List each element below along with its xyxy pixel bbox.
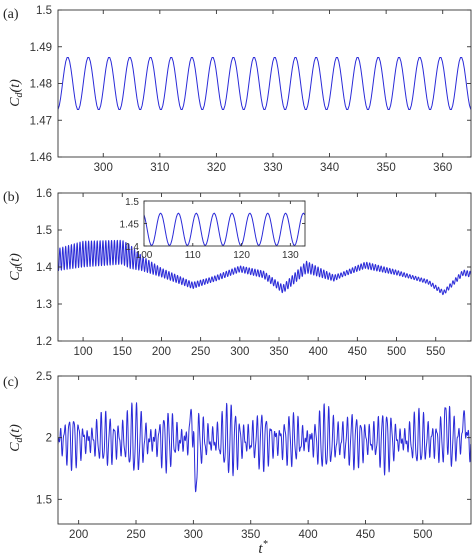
panel-a-xtick-label: 300 — [94, 162, 113, 174]
panel-c-xtick-label: 400 — [299, 529, 318, 541]
panel-c-frame — [57, 375, 472, 525]
panel-b-axes: 100 150 200 250 300 350 400 450 500 5501.21.31.41… — [36, 188, 472, 358]
panel-b-xtick-label: 550 — [426, 346, 445, 358]
panel-c-xtick-label: 200 — [69, 529, 88, 541]
panel-a: (a) Cd(t) 300 310 320 330 340 350 360 1.46 1.47 1… — [3, 5, 472, 174]
panel-c-ytick-label: 2.5 — [36, 371, 52, 383]
panel-c-axes: 200 250 300 350 400 450 500 1.5 2 2.5 — [36, 371, 472, 541]
panel-c-ytick-label: 2 — [46, 433, 52, 445]
panel-a-ytick-label: 1.48 — [30, 79, 52, 91]
panel-b-ytick-label: 1.3 — [36, 299, 52, 311]
panel-b-xtick-label: 350 — [269, 346, 288, 358]
panel-b-inset-xtick-label: 100 — [136, 250, 153, 261]
panel-c-label: (c) — [3, 375, 19, 390]
panel-b-inset-background — [144, 201, 305, 246]
panel-b-inset-ytick-label: 1.5 — [125, 197, 139, 208]
panel-c-xtick-label: 350 — [241, 529, 260, 541]
panel-c-xtick-label: 450 — [356, 529, 375, 541]
panel-b-series-line — [58, 239, 471, 296]
panel-c-series-line — [58, 402, 471, 493]
panel-b: (b) Cd(t) 100 150 200 250 300 350 400 450 500 550… — [3, 188, 472, 358]
panel-a-xtick-label: 340 — [320, 162, 339, 174]
panel-a-ytick-label: 1.49 — [30, 42, 52, 54]
panel-b-inset-ytick-label: 1.45 — [120, 220, 140, 231]
panel-a-series-line — [58, 57, 471, 110]
panel-c-xtick-label: 500 — [413, 529, 432, 541]
panel-b-xtick-label: 150 — [113, 346, 132, 358]
panel-a-ytick-label: 1.47 — [30, 115, 52, 127]
panel-b-ytick-label: 1.4 — [36, 262, 53, 274]
panel-b-ytick-label: 1.6 — [36, 188, 52, 200]
panel-c-ytick-label: 1.5 — [36, 494, 52, 506]
panel-b-ytick-label: 1.2 — [36, 336, 52, 348]
panel-b-inset-axes: 100 110 120 130 1.4 1.45 1.5 — [120, 197, 306, 261]
panel-a-label: (a) — [3, 7, 19, 22]
panel-b-inset-xtick-label: 110 — [185, 250, 201, 261]
panel-c-ylabel: Cd(t) — [8, 424, 25, 452]
panel-b-inset-series-line — [144, 212, 305, 246]
panel-a-ytick-label: 1.46 — [30, 152, 52, 164]
panel-c-xtick-label: 300 — [184, 529, 203, 541]
panel-a-ylabel: Cd(t) — [8, 79, 25, 107]
panel-a-xtick-label: 310 — [150, 162, 169, 174]
panel-b-label: (b) — [3, 190, 20, 205]
panel-b-xtick-label: 300 — [230, 346, 249, 358]
x-axis-label: t* — [258, 539, 267, 557]
panel-b-xtick-label: 200 — [152, 346, 171, 358]
panel-b-xtick-label: 250 — [191, 346, 210, 358]
panel-c: (c) Cd(t) 200 250 300 350 400 450 500 1.5 2 2.5 — [3, 371, 472, 541]
panel-a-xtick-label: 320 — [207, 162, 226, 174]
panel-b-xtick-label: 450 — [348, 346, 367, 358]
panel-b-xtick-label: 400 — [309, 346, 328, 358]
panel-a-axes: 300 310 320 330 340 350 360 1.46 1.47 1.48 1.49 1.5 — [30, 5, 472, 174]
panel-a-xtick-label: 350 — [377, 162, 396, 174]
panel-b-xtick-label: 500 — [387, 346, 406, 358]
panel-c-xtick-label: 250 — [126, 529, 145, 541]
panel-b-ylabel: Cd(t) — [8, 253, 25, 281]
panel-b-inset-xtick-label: 130 — [282, 250, 299, 261]
panel-a-xtick-label: 330 — [263, 162, 282, 174]
panel-b-ytick-label: 1.5 — [36, 225, 52, 237]
panel-a-xtick-label: 360 — [433, 162, 452, 174]
panel-b-inset-ytick-label: 1.4 — [125, 242, 139, 253]
panel-a-ytick-label: 1.5 — [36, 5, 52, 17]
panel-b-inset-xtick-label: 120 — [233, 250, 250, 261]
panel-b-xtick-label: 100 — [73, 346, 92, 358]
